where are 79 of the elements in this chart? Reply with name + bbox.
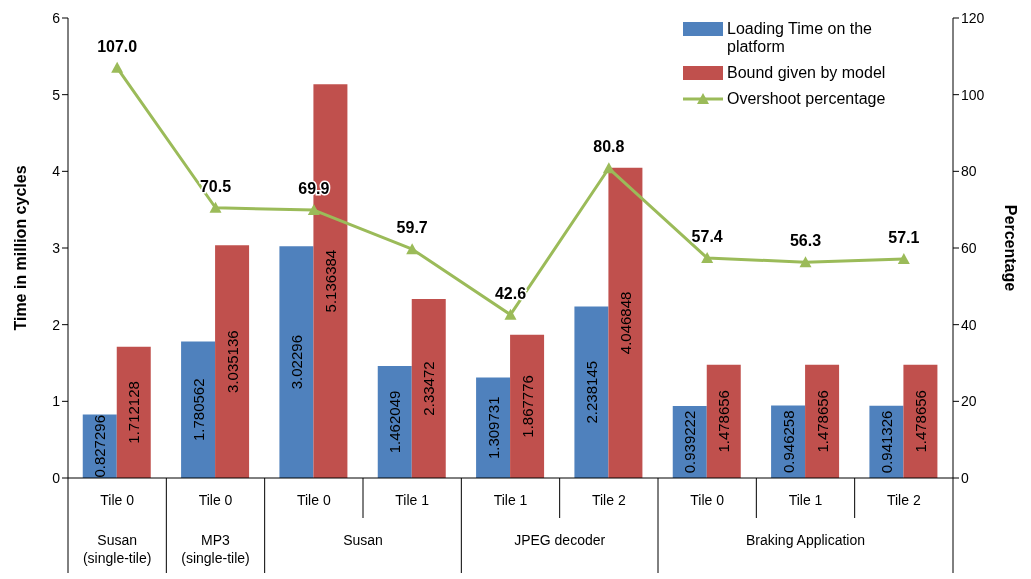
data-label: 56.3	[789, 232, 822, 250]
x-tick-label: Tile 0	[198, 492, 233, 508]
y-tick-label: 6	[52, 9, 61, 26]
legend-label: Loading Time on the platform	[727, 20, 873, 56]
data-label: 0.939222	[681, 410, 699, 474]
bar	[116, 346, 151, 478]
x-tick-label: Tile 1	[493, 492, 528, 508]
bar	[903, 364, 938, 478]
y-tick-label: 3	[52, 239, 61, 256]
x-tick-label: Tile 2	[591, 492, 626, 508]
y-tick-label: 0	[52, 469, 61, 486]
data-label: 0.941326	[877, 410, 895, 474]
text: JPEG decoder	[514, 532, 606, 548]
legend-label: Overshoot percentage	[727, 90, 886, 108]
bar	[608, 167, 643, 478]
y2-tick-label: 20	[961, 393, 977, 410]
y2-tick-label: 120	[961, 9, 985, 26]
data-label: 4.046848	[616, 291, 634, 355]
bar	[279, 246, 314, 478]
point	[307, 204, 320, 216]
bar	[706, 364, 741, 478]
x-tick-label: Tile 2	[886, 492, 921, 508]
y-tick-label: 4	[52, 163, 61, 180]
data-label: 0.827296	[91, 415, 109, 478]
data-label: 3.02296	[287, 335, 305, 390]
text: Braking Application	[745, 532, 866, 548]
data-label: 2.238145	[582, 360, 600, 424]
y2-tick-label: 100	[961, 86, 985, 103]
legend-label: Bound given by model	[727, 64, 886, 82]
x-tick-label: Tile 1	[395, 492, 430, 508]
data-label: 0.946258	[779, 410, 797, 474]
data-label: 59.7	[396, 219, 428, 237]
y2-tick-label: 80	[961, 163, 977, 180]
point	[799, 256, 812, 268]
y2-tick-label: 40	[961, 316, 977, 333]
y2-axis-title: Percentage	[1002, 204, 1020, 292]
data-label: 107.0	[97, 37, 138, 55]
x-tick-label: Tile 0	[690, 492, 725, 508]
data-label: 1.780562	[189, 378, 207, 442]
text: Susan (single-tile)	[82, 532, 152, 566]
data-label: 1.712128	[125, 381, 143, 444]
point	[602, 162, 615, 174]
data-label: 1.867776	[518, 375, 536, 438]
data-label: 57.1	[888, 229, 920, 247]
y2-tick-label: 60	[961, 239, 977, 256]
bar	[574, 306, 609, 478]
data-label: 1.309731	[484, 396, 502, 460]
point	[209, 201, 222, 213]
bar	[411, 299, 446, 478]
point	[504, 308, 517, 320]
bar	[510, 334, 545, 478]
data-label: 1.462049	[386, 390, 404, 454]
x-tick-label: Tile 0	[296, 492, 331, 508]
bar	[377, 365, 412, 478]
y2-tick-label: 0	[961, 469, 969, 486]
point	[111, 61, 124, 73]
data-label: 57.4	[691, 227, 723, 245]
bar	[181, 341, 216, 478]
bar	[805, 364, 840, 478]
point	[897, 253, 910, 265]
data-label: 3.035136	[223, 330, 241, 393]
data-label: 80.8	[593, 138, 625, 156]
y-tick-label: 2	[52, 316, 61, 333]
data-label: 5.136384	[321, 249, 339, 313]
y-axis-title: Time in million cycles	[11, 165, 29, 331]
data-label: 2.33472	[420, 361, 438, 416]
bar	[215, 245, 250, 478]
y-tick-label: 5	[52, 86, 61, 103]
point	[701, 251, 714, 263]
data-label: 1.478656	[813, 390, 831, 453]
data-label: 1.478656	[715, 390, 733, 453]
text: Susan	[343, 532, 383, 548]
data-label: 1.478656	[911, 390, 929, 453]
data-label: 70.5	[199, 177, 232, 195]
x-tick-label: Tile 1	[788, 492, 823, 508]
point	[406, 243, 419, 255]
text: MP3 (single-tile)	[181, 532, 250, 566]
x-tick-label: Tile 0	[100, 492, 135, 508]
y-tick-label: 1	[52, 393, 61, 410]
